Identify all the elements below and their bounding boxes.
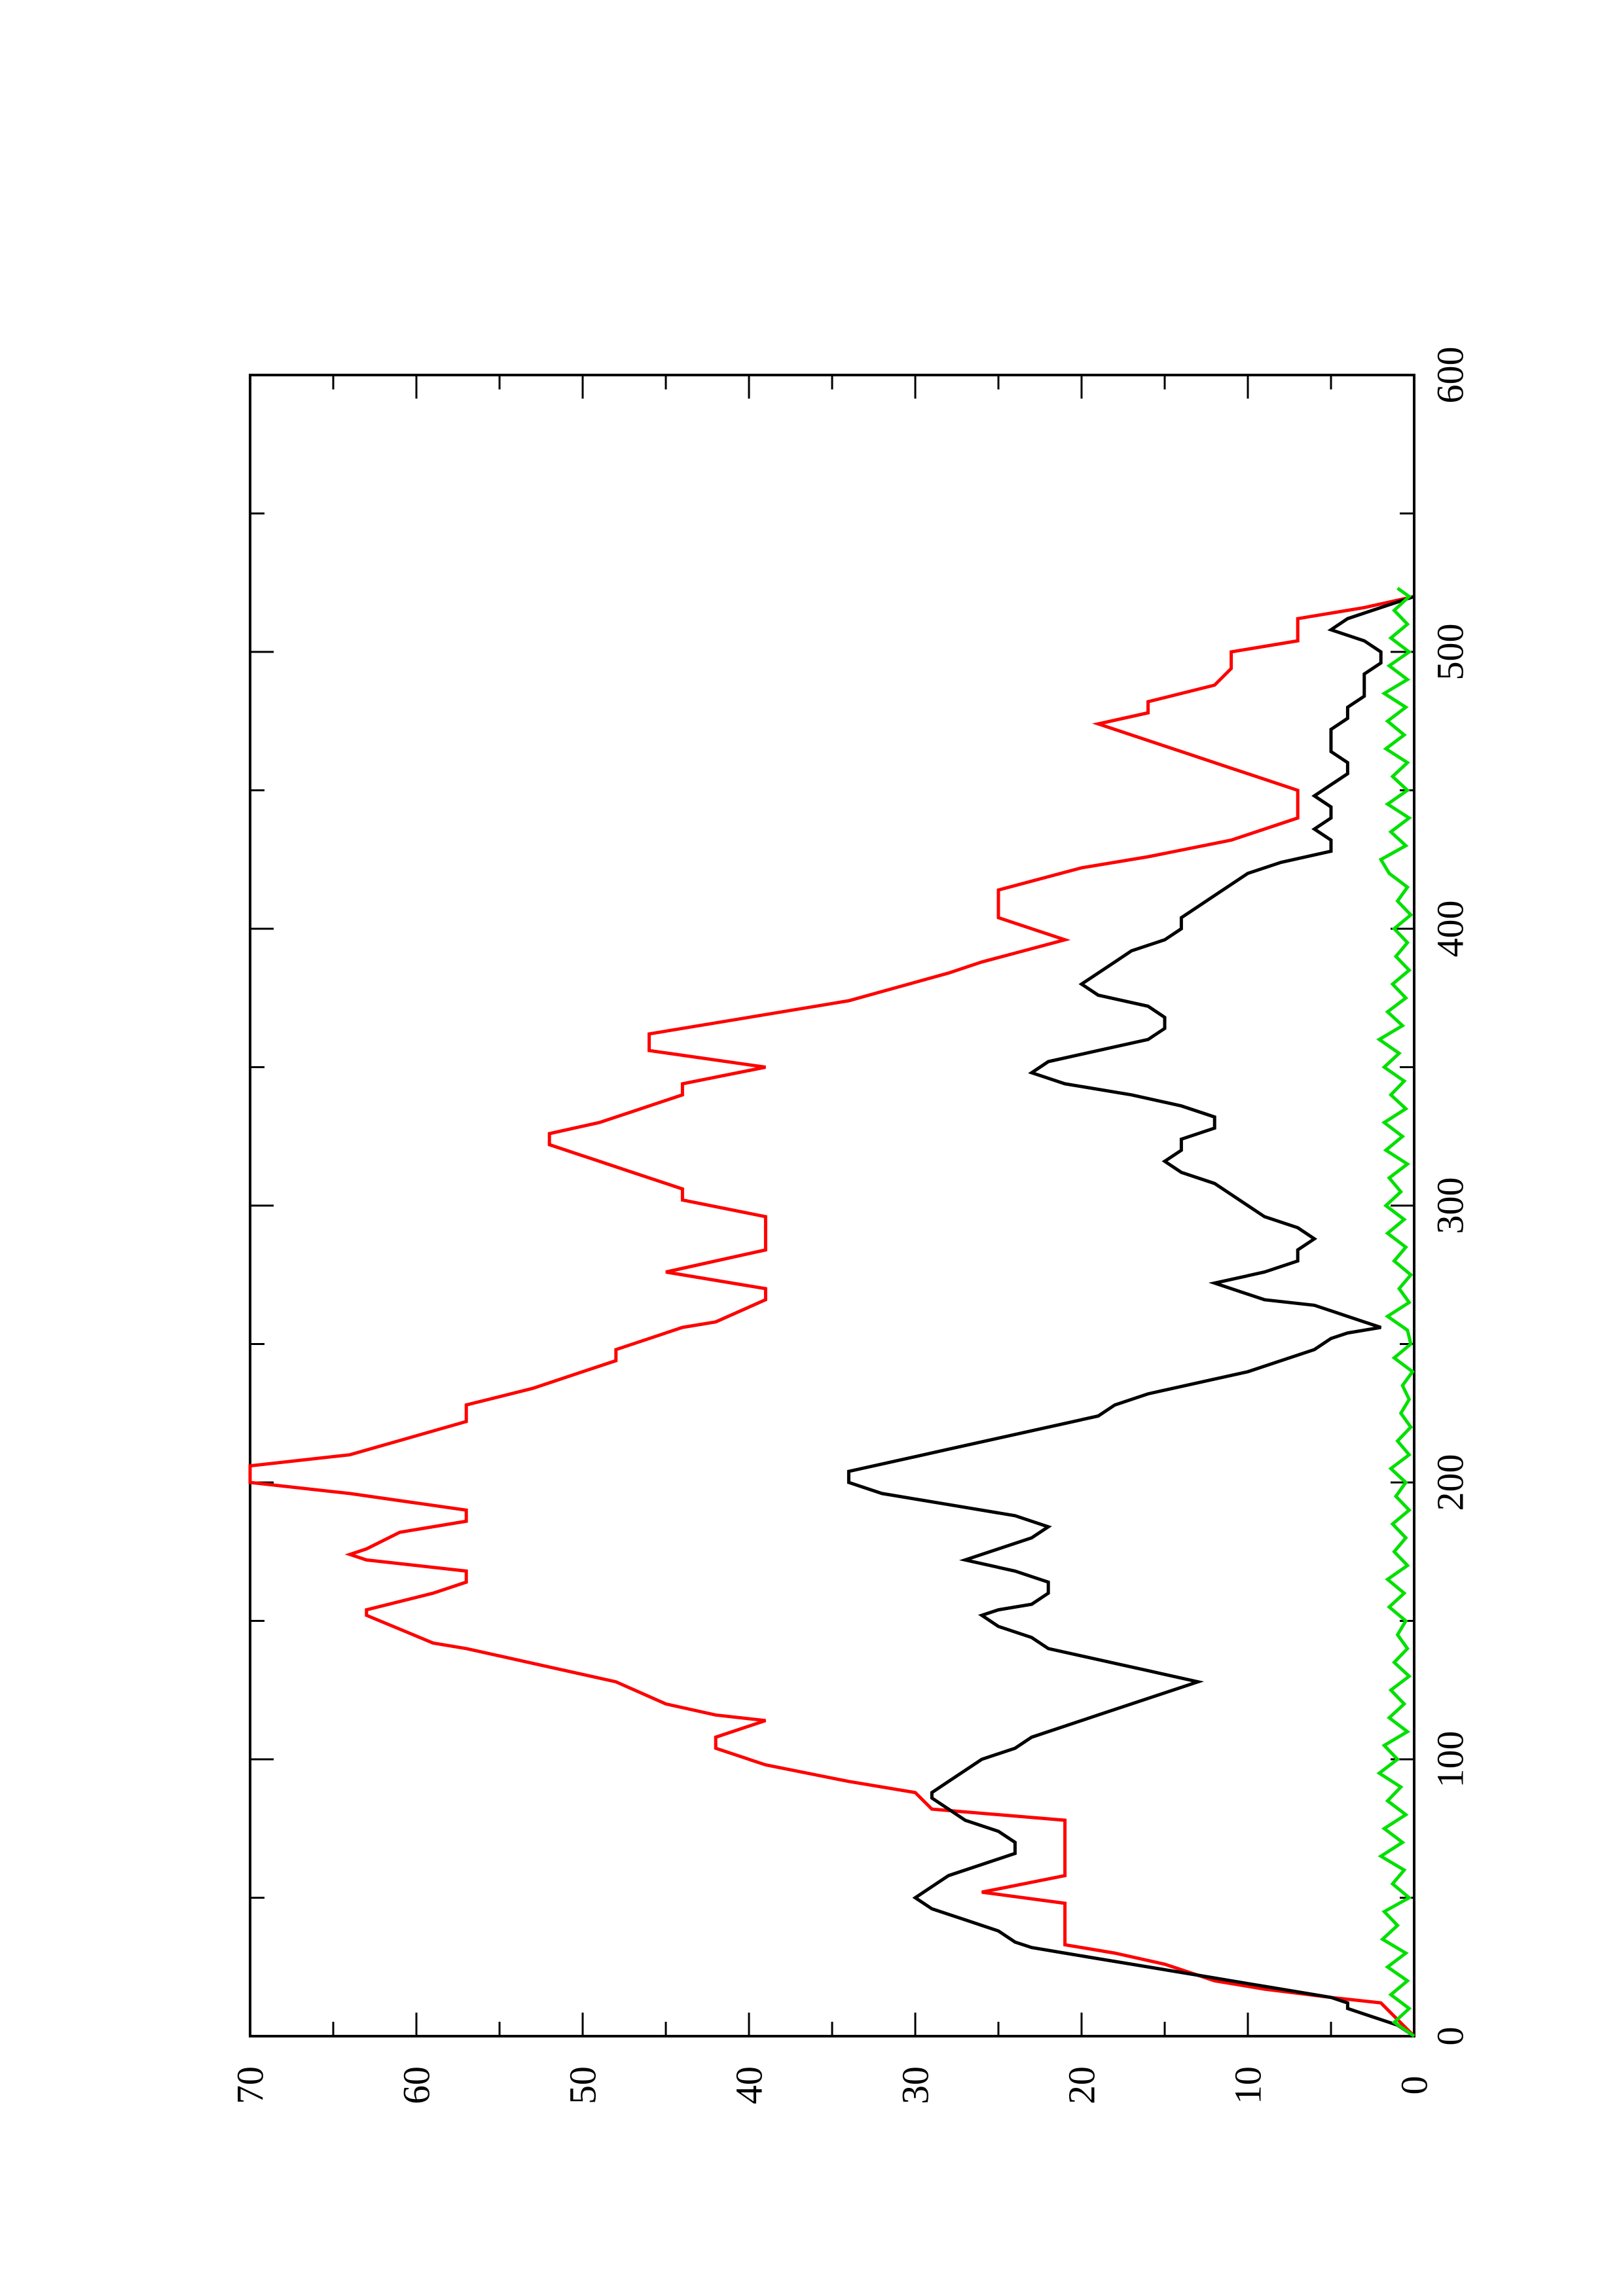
y-tick-label: 70 <box>229 2066 272 2104</box>
x-tick-label: 300 <box>1429 1177 1472 1234</box>
series-line-3 <box>1376 586 1415 2038</box>
series-layer <box>248 586 1415 2038</box>
y-tick-label: 30 <box>894 2066 937 2104</box>
y-tick-label: 40 <box>728 2066 771 2104</box>
y-tick-label: 60 <box>395 2066 438 2104</box>
y-tick-label: 20 <box>1061 2066 1103 2104</box>
x-tick-label: 400 <box>1429 901 1472 958</box>
plot-frame <box>249 374 1415 2037</box>
series-line-1 <box>248 594 1415 2037</box>
x-tick-label: 100 <box>1429 1731 1472 1788</box>
x-tick-label: 600 <box>1429 347 1472 404</box>
y-tick-label: 50 <box>562 2066 604 2104</box>
y-tick-label: 0 <box>1393 2076 1436 2095</box>
x-tick-label: 200 <box>1429 1454 1472 1511</box>
y-tick-label: 10 <box>1227 2066 1269 2104</box>
x-tick-label: 500 <box>1429 624 1472 681</box>
x-tick-label: 0 <box>1429 2027 1472 2046</box>
tick-labels: 0 100 200 300 400 500 600 0 10 20 30 40 50 60 70 <box>229 347 1472 2105</box>
axis-ticks <box>249 374 1415 2037</box>
series-line-2 <box>847 595 1415 2038</box>
